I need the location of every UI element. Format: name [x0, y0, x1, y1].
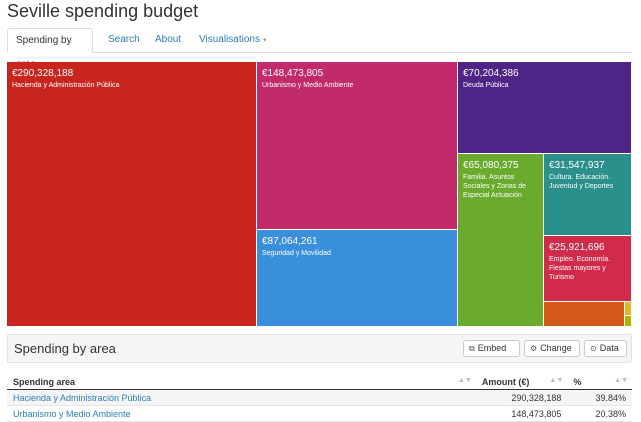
- header-label: %: [573, 376, 582, 387]
- tab-label: Visualisations: [199, 34, 260, 45]
- button-label: Embed: [477, 343, 507, 353]
- sort-icon: ▲▼: [614, 377, 628, 384]
- chevron-down-icon: ▾: [262, 37, 267, 44]
- tab-visualisations[interactable]: Visualisations ▾: [191, 28, 274, 52]
- percent-cell: 20.38%: [567, 405, 632, 422]
- table-row: Hacienda y Administración Pública 290,32…: [7, 389, 632, 406]
- cell-label: Seguridad y Movilidad: [262, 250, 331, 257]
- cell-label: Cultura. Educación. Juventud y Deportes: [549, 174, 614, 190]
- table-row: Urbanismo y Medio Ambiente 148,473,805 2…: [7, 405, 632, 422]
- spending-treemap: €290,328,188 Hacienda y Administración P…: [7, 62, 632, 327]
- data-button[interactable]: ⊙ Data: [584, 340, 627, 357]
- gear-icon: ⚙: [530, 344, 538, 353]
- cell-label: Hacienda y Administración Pública: [12, 82, 120, 89]
- header-label: Amount (€): [481, 376, 530, 387]
- sort-icon: ▲▼: [458, 377, 472, 384]
- cell-amount: €87,064,261: [262, 236, 318, 247]
- treemap-cell-yellow[interactable]: [625, 302, 632, 316]
- page-title: Seville spending budget: [7, 1, 199, 21]
- area-link[interactable]: Urbanismo y Medio Ambiente: [7, 405, 476, 422]
- amount-cell: 148,473,805: [475, 405, 568, 422]
- cell-amount: €31,547,937: [549, 160, 605, 171]
- amount-cell: 290,328,188: [475, 389, 568, 406]
- treemap-cell-urbanismo[interactable]: €148,473,805 Urbanismo y Medio Ambiente: [257, 62, 458, 230]
- area-link[interactable]: Hacienda y Administración Pública: [7, 389, 476, 406]
- treemap-cell-empleo[interactable]: €25,921,696 Empleo. Economía. Fiestas ma…: [544, 236, 632, 302]
- tab-bar: Spending by area Search About Visualisat…: [7, 28, 632, 70]
- change-button[interactable]: ⚙ Change: [524, 340, 580, 357]
- cell-amount: €70,204,386: [463, 68, 519, 79]
- column-header-amount[interactable]: Amount (€) ▲▼: [475, 374, 568, 390]
- percent-cell: 39.84%: [567, 389, 632, 406]
- spending-table: Spending area ▲▼ Amount (€) ▲▼ % ▲▼ Haciend…: [7, 374, 632, 422]
- cell-label: Urbanismo y Medio Ambiente: [262, 82, 354, 89]
- treemap-cell-orange[interactable]: [544, 302, 625, 327]
- cell-amount: €65,080,375: [463, 160, 519, 171]
- column-header-area[interactable]: Spending area ▲▼: [7, 374, 476, 390]
- treemap-cell-familia[interactable]: €65,080,375 Familia. Asuntos Sociales y …: [458, 154, 544, 327]
- treemap-cell-olive[interactable]: [625, 316, 632, 327]
- tab-label: About: [155, 34, 182, 45]
- button-label: Change: [540, 343, 572, 353]
- treemap-cell-cultura[interactable]: €31,547,937 Cultura. Educación. Juventud…: [544, 154, 632, 236]
- tab-spending-by-area[interactable]: Spending by area: [7, 28, 93, 70]
- cell-label: Empleo. Economía. Fiestas mayores y Turi…: [549, 256, 611, 281]
- panel-title: Spending by area: [14, 341, 116, 356]
- cell-amount: €25,921,696: [549, 242, 605, 253]
- cell-amount: €290,328,188: [12, 68, 74, 79]
- embed-button[interactable]: ⧉ Embed: [463, 340, 520, 357]
- treemap-cell-deuda[interactable]: €70,204,386 Deuda Pública: [458, 62, 632, 154]
- treemap-cell-hacienda[interactable]: €290,328,188 Hacienda y Administración P…: [7, 62, 257, 327]
- tab-search[interactable]: Search: [100, 28, 148, 52]
- tab-label: Search: [108, 34, 140, 45]
- cell-amount: €148,473,805: [262, 68, 324, 79]
- cell-label: Deuda Pública: [463, 82, 509, 89]
- visualisation-toolbar: Spending by area ⧉ Embed ⚙ Change ⊙ Data: [7, 334, 632, 363]
- sort-icon: ▲▼: [549, 377, 564, 384]
- share-icon: ⧉: [469, 344, 475, 353]
- header-label: Spending area: [13, 376, 76, 387]
- download-icon: ⊙: [590, 344, 597, 353]
- button-label: Data: [599, 343, 619, 353]
- tab-about[interactable]: About: [147, 28, 189, 52]
- cell-label: Familia. Asuntos Sociales y Zonas de Esp…: [463, 174, 527, 199]
- treemap-cell-seguridad[interactable]: €87,064,261 Seguridad y Movilidad: [257, 230, 458, 327]
- column-header-percent[interactable]: % ▲▼: [567, 374, 632, 390]
